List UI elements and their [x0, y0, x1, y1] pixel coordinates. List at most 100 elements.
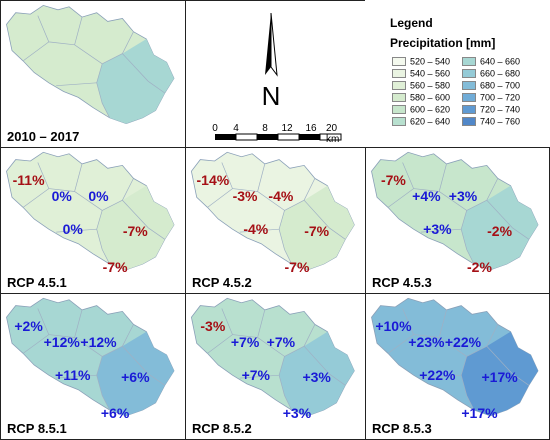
legend-swatch	[462, 69, 476, 79]
change-label: +12%	[80, 333, 117, 350]
change-label: +7%	[230, 333, 260, 350]
change-label: +11%	[55, 367, 91, 384]
legend-swatch	[392, 69, 406, 79]
basin-map	[6, 297, 175, 417]
change-label: -4%	[243, 221, 269, 238]
subbasin-boundary	[303, 199, 346, 240]
subbasin-boundary	[257, 309, 266, 338]
change-label: -7%	[284, 258, 310, 275]
subbasin-boundary	[420, 374, 462, 379]
legend-label: 520 – 540	[410, 56, 451, 67]
subbasin-boundary	[257, 163, 266, 192]
change-label: -7%	[380, 171, 406, 188]
map-panel-rcp853: RCP 8.5.3 +10% +23% +22% +22% +17% +17%	[365, 293, 550, 440]
map-panel-rcp852: RCP 8.5.2 -3% +7% +7% +7% +3% +3%	[185, 293, 366, 440]
legend-label: 680 – 700	[480, 80, 521, 91]
legend-swatch	[392, 93, 406, 103]
panel-label: RCP 8.5.3	[372, 421, 432, 436]
legend-item: 620 – 640	[392, 115, 450, 127]
legend-item: 740 – 760	[462, 115, 520, 127]
change-label: +7%	[266, 333, 296, 350]
change-label: -2%	[467, 258, 492, 275]
subbasin-boundary	[22, 334, 50, 354]
scale-tick: 0	[212, 123, 218, 134]
subbasin-boundary	[402, 308, 467, 357]
map-panel-baseline: 2010 – 2017	[0, 0, 186, 148]
subbasin-boundary	[460, 356, 475, 411]
change-label: 0%	[51, 187, 72, 204]
change-label: +17%	[481, 368, 518, 385]
legend-label: 660 – 680	[480, 68, 521, 79]
subbasin-boundary	[466, 178, 499, 211]
subbasin-boundary	[486, 345, 530, 386]
legend-label: 700 – 720	[480, 92, 521, 103]
subbasin-boundary	[56, 82, 97, 87]
panel-label: RCP 8.5.1	[7, 421, 67, 436]
subbasin-boundary	[37, 162, 103, 211]
subbasin-boundary	[387, 188, 414, 208]
legend-item: 700 – 720	[462, 91, 520, 103]
legend-label: 720 – 740	[480, 104, 521, 115]
subbasin-boundary	[96, 210, 110, 265]
legend-item: 640 – 660	[462, 55, 520, 67]
basin-map	[371, 297, 539, 417]
subbasin-boundary	[37, 15, 103, 65]
legend-label: 600 – 620	[410, 104, 451, 115]
basin-subarea-east	[96, 39, 174, 124]
basin-map	[190, 297, 355, 417]
legend-swatch	[392, 117, 406, 127]
basin-subarea-east	[96, 331, 174, 416]
basin-subarea-east	[279, 185, 355, 270]
scale-tick: 4	[233, 123, 239, 134]
legend-swatch	[462, 105, 476, 115]
subbasin-boundary	[402, 162, 467, 211]
legend-swatch	[462, 117, 476, 127]
subbasin-boundary	[278, 210, 292, 265]
change-label: +17%	[461, 404, 498, 421]
change-label: -2%	[487, 222, 513, 239]
map-panel-rcp453: RCP 4.5.3 -7% +4% +3% +3% -2% -2%	[365, 147, 550, 294]
north-arrow-icon	[215, 12, 342, 141]
legend-title: Legend	[390, 16, 433, 30]
change-label: -3%	[232, 187, 258, 204]
change-label: +6%	[100, 404, 130, 421]
panel-label: RCP 8.5.2	[192, 421, 252, 436]
legend-swatch	[392, 105, 406, 115]
basin-map	[190, 151, 355, 271]
basin-map	[6, 151, 175, 271]
legend-item: 540 – 560	[392, 67, 450, 79]
legend-swatch	[462, 57, 476, 67]
change-label: +22%	[419, 367, 456, 384]
legend-item: 520 – 540	[392, 55, 450, 67]
change-label: +3%	[282, 404, 312, 421]
subbasin-boundary	[122, 53, 166, 94]
subbasin-boundary	[278, 356, 292, 411]
change-label: +3%	[423, 221, 452, 238]
subbasin-boundary	[207, 334, 233, 354]
scale-tick: 20 km	[326, 123, 340, 145]
subbasin-boundary	[56, 374, 97, 379]
panel-label: RCP 4.5.1	[7, 275, 67, 290]
subbasin-boundary	[466, 324, 499, 357]
change-label: +22%	[444, 333, 482, 350]
change-label: +7%	[241, 367, 271, 384]
legend-item: 600 – 620	[392, 103, 450, 115]
subbasin-boundary	[387, 334, 414, 354]
basin-subarea-east	[461, 185, 538, 270]
map-panel-rcp451: RCP 4.5.1 -11% 0% 0% 0% -7% -7%	[0, 147, 186, 294]
map-panel-rcp452: RCP 4.5.2 -14% -3% -4% -4% -7% -7%	[185, 147, 366, 294]
change-label: 0%	[62, 221, 83, 238]
subbasin-boundary	[122, 345, 165, 386]
change-label: +2%	[14, 317, 43, 334]
change-label: +3%	[302, 368, 331, 385]
legend-item: 680 – 700	[462, 79, 520, 91]
subbasin-boundary	[122, 199, 165, 240]
change-label: -14%	[196, 171, 230, 188]
legend-label: 640 – 660	[480, 56, 521, 67]
basin-map	[6, 4, 175, 125]
legend-item: 660 – 680	[462, 67, 520, 79]
change-label: -7%	[102, 258, 128, 275]
change-label: -7%	[122, 222, 148, 239]
subbasin-boundary	[460, 210, 475, 265]
subbasin-boundary	[37, 308, 103, 357]
